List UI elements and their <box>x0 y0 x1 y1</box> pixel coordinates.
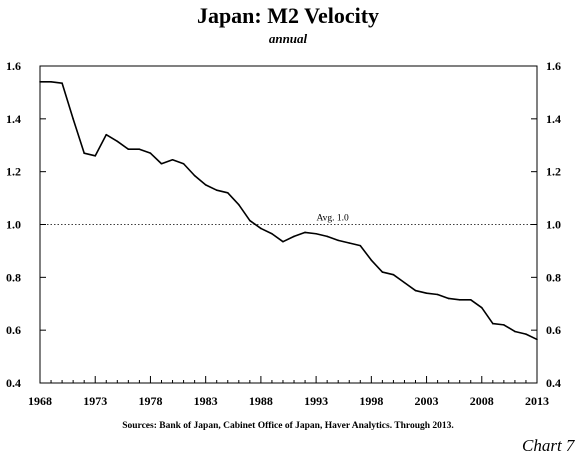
data-point <box>249 219 251 222</box>
data-point <box>271 232 273 235</box>
data-point <box>215 189 218 191</box>
data-point <box>138 148 141 151</box>
x-tick-label: 1993 <box>304 394 328 408</box>
source-note: Sources: Bank of Japan, Cabinet Office o… <box>122 421 454 431</box>
data-point <box>414 289 417 292</box>
data-point <box>503 324 505 326</box>
data-point <box>381 271 384 273</box>
x-tick-label: 1973 <box>83 394 107 408</box>
y-tick-label-right: 0.4 <box>546 376 561 390</box>
x-tick-label: 2003 <box>415 394 439 408</box>
data-point <box>171 158 174 161</box>
y-tick-label-right: 1.2 <box>546 165 561 179</box>
chart-subtitle: annual <box>268 31 308 46</box>
x-tick-label: 2013 <box>525 394 549 408</box>
data-point <box>39 81 41 83</box>
data-point <box>293 235 295 238</box>
x-tick-label: 1978 <box>138 394 162 408</box>
data-point <box>260 227 262 230</box>
x-tick-label: 1968 <box>28 394 52 408</box>
chart-title: Japan: M2 Velocity <box>196 3 380 28</box>
y-tick-label-left: 0.8 <box>6 270 21 284</box>
data-point <box>392 273 395 276</box>
data-point <box>94 155 97 157</box>
data-point <box>480 306 483 309</box>
data-point <box>514 330 516 333</box>
data-point <box>282 240 284 243</box>
y-tick-label-right: 0.8 <box>546 270 561 284</box>
data-point <box>492 322 494 325</box>
x-tick-label: 2008 <box>470 394 494 408</box>
data-point <box>226 192 229 194</box>
m2-velocity-line <box>40 81 538 341</box>
data-point <box>337 239 340 242</box>
data-point <box>83 152 85 154</box>
data-point <box>436 293 439 296</box>
data-point <box>536 338 538 341</box>
data-point <box>160 162 163 165</box>
data-point <box>469 298 472 301</box>
data-point <box>182 162 185 165</box>
y-tick-label-left: 1.0 <box>6 218 21 232</box>
data-point <box>204 184 207 186</box>
y-tick-label-left: 1.6 <box>6 59 21 73</box>
chart-caption: Chart 7 <box>522 436 575 455</box>
data-point <box>425 292 428 294</box>
data-point <box>447 297 450 300</box>
y-tick-label-right: 1.6 <box>546 59 561 73</box>
y-tick-label-right: 1.0 <box>546 218 561 232</box>
average-label: Avg. 1.0 <box>317 214 350 224</box>
data-point <box>359 244 362 247</box>
data-point <box>127 148 130 151</box>
data-point <box>304 231 306 234</box>
data-point <box>238 203 240 206</box>
data-point <box>326 235 328 238</box>
y-tick-label-left: 0.6 <box>6 323 21 337</box>
y-tick-label-left: 1.2 <box>6 165 21 179</box>
data-point <box>370 259 373 261</box>
y-tick-label-right: 0.6 <box>546 323 561 337</box>
data-point <box>50 81 52 83</box>
data-point <box>61 82 63 84</box>
data-point <box>72 118 74 120</box>
data-point <box>149 152 152 154</box>
data-point <box>105 133 108 136</box>
data-point <box>458 298 461 301</box>
data-point <box>315 232 317 235</box>
data-point <box>348 242 351 244</box>
x-tick-label: 1983 <box>194 394 218 408</box>
y-tick-label-right: 1.4 <box>546 112 561 126</box>
y-tick-label-left: 0.4 <box>6 376 21 390</box>
data-point <box>525 333 527 335</box>
data-point <box>193 174 196 177</box>
y-tick-label-left: 1.4 <box>6 112 21 126</box>
x-tick-label: 1998 <box>359 394 383 408</box>
data-point <box>403 281 406 284</box>
data-point <box>116 140 119 143</box>
x-tick-label: 1988 <box>249 394 273 408</box>
